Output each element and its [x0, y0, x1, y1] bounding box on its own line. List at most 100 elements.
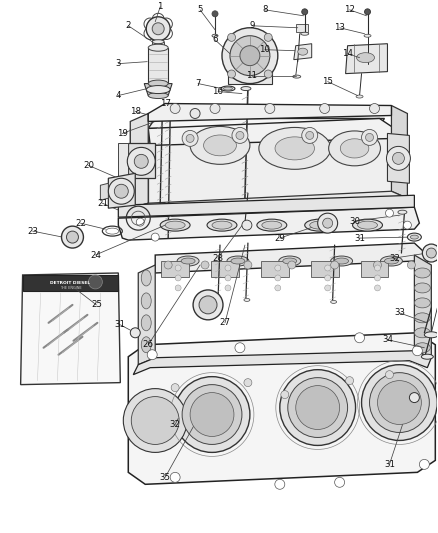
Circle shape: [386, 147, 410, 171]
Circle shape: [325, 265, 331, 271]
Ellipse shape: [146, 86, 170, 94]
Circle shape: [225, 275, 231, 281]
Text: 11: 11: [247, 71, 258, 80]
Circle shape: [264, 70, 272, 78]
Circle shape: [419, 459, 429, 470]
Circle shape: [320, 103, 330, 114]
Ellipse shape: [141, 315, 151, 331]
Bar: [360, 261, 389, 277]
Ellipse shape: [414, 313, 430, 323]
Text: 17: 17: [160, 99, 171, 108]
Circle shape: [232, 127, 248, 143]
Polygon shape: [148, 118, 395, 146]
Circle shape: [385, 370, 393, 378]
Text: 31: 31: [115, 320, 126, 329]
Ellipse shape: [221, 86, 235, 91]
Text: 32: 32: [170, 420, 180, 429]
Circle shape: [147, 350, 157, 360]
Polygon shape: [228, 55, 272, 84]
Circle shape: [222, 28, 278, 84]
Text: 30: 30: [349, 216, 360, 225]
Circle shape: [306, 132, 314, 140]
Circle shape: [199, 296, 217, 314]
Polygon shape: [388, 133, 410, 183]
Ellipse shape: [293, 75, 301, 78]
Circle shape: [275, 285, 281, 291]
Ellipse shape: [212, 34, 218, 37]
Ellipse shape: [257, 219, 287, 231]
Polygon shape: [130, 128, 395, 203]
Ellipse shape: [357, 53, 374, 63]
Ellipse shape: [141, 337, 151, 353]
Circle shape: [280, 370, 356, 446]
Polygon shape: [128, 191, 407, 215]
Polygon shape: [130, 114, 148, 208]
Polygon shape: [118, 143, 128, 183]
Ellipse shape: [414, 283, 430, 293]
Ellipse shape: [331, 256, 353, 266]
Circle shape: [296, 385, 339, 430]
Polygon shape: [294, 44, 312, 60]
Circle shape: [228, 34, 236, 42]
Circle shape: [170, 103, 180, 114]
Circle shape: [288, 261, 296, 269]
Circle shape: [302, 9, 308, 15]
Polygon shape: [138, 265, 155, 365]
Ellipse shape: [385, 258, 399, 264]
Circle shape: [331, 261, 339, 269]
Circle shape: [240, 46, 260, 66]
Circle shape: [201, 261, 209, 269]
Circle shape: [244, 261, 252, 269]
Circle shape: [335, 478, 345, 487]
Ellipse shape: [152, 46, 164, 50]
Circle shape: [374, 285, 381, 291]
Text: 19: 19: [117, 129, 128, 138]
Circle shape: [242, 220, 252, 230]
Ellipse shape: [357, 221, 378, 229]
Text: 26: 26: [143, 340, 154, 349]
Ellipse shape: [407, 233, 421, 241]
Circle shape: [225, 265, 231, 271]
Circle shape: [374, 275, 381, 281]
Circle shape: [410, 393, 419, 402]
Circle shape: [114, 184, 128, 198]
Ellipse shape: [227, 256, 249, 266]
Text: 14: 14: [342, 49, 353, 58]
Polygon shape: [130, 128, 148, 213]
Ellipse shape: [190, 126, 250, 164]
Text: 33: 33: [394, 309, 405, 317]
Circle shape: [230, 36, 270, 76]
Ellipse shape: [356, 95, 363, 98]
Polygon shape: [118, 207, 419, 240]
Ellipse shape: [181, 258, 195, 264]
Circle shape: [171, 384, 179, 392]
Circle shape: [67, 231, 78, 243]
Circle shape: [175, 285, 181, 291]
Ellipse shape: [216, 301, 222, 303]
Circle shape: [182, 385, 242, 445]
Circle shape: [136, 218, 144, 226]
Circle shape: [164, 261, 172, 269]
Circle shape: [403, 221, 411, 229]
Ellipse shape: [148, 93, 168, 99]
Circle shape: [325, 285, 331, 291]
Circle shape: [346, 377, 353, 385]
Bar: [23, 275, 118, 291]
Polygon shape: [148, 103, 392, 122]
Circle shape: [108, 178, 134, 204]
Text: 6: 6: [212, 35, 218, 44]
Circle shape: [275, 275, 281, 281]
Ellipse shape: [335, 258, 349, 264]
Text: 20: 20: [83, 161, 94, 170]
Circle shape: [151, 233, 159, 241]
Ellipse shape: [328, 131, 381, 166]
Circle shape: [124, 389, 187, 453]
Circle shape: [193, 290, 223, 320]
Text: 4: 4: [116, 91, 121, 100]
Polygon shape: [148, 118, 385, 128]
Bar: [211, 261, 239, 277]
Polygon shape: [346, 44, 388, 74]
Ellipse shape: [231, 258, 245, 264]
Ellipse shape: [283, 258, 297, 264]
Ellipse shape: [298, 48, 308, 55]
